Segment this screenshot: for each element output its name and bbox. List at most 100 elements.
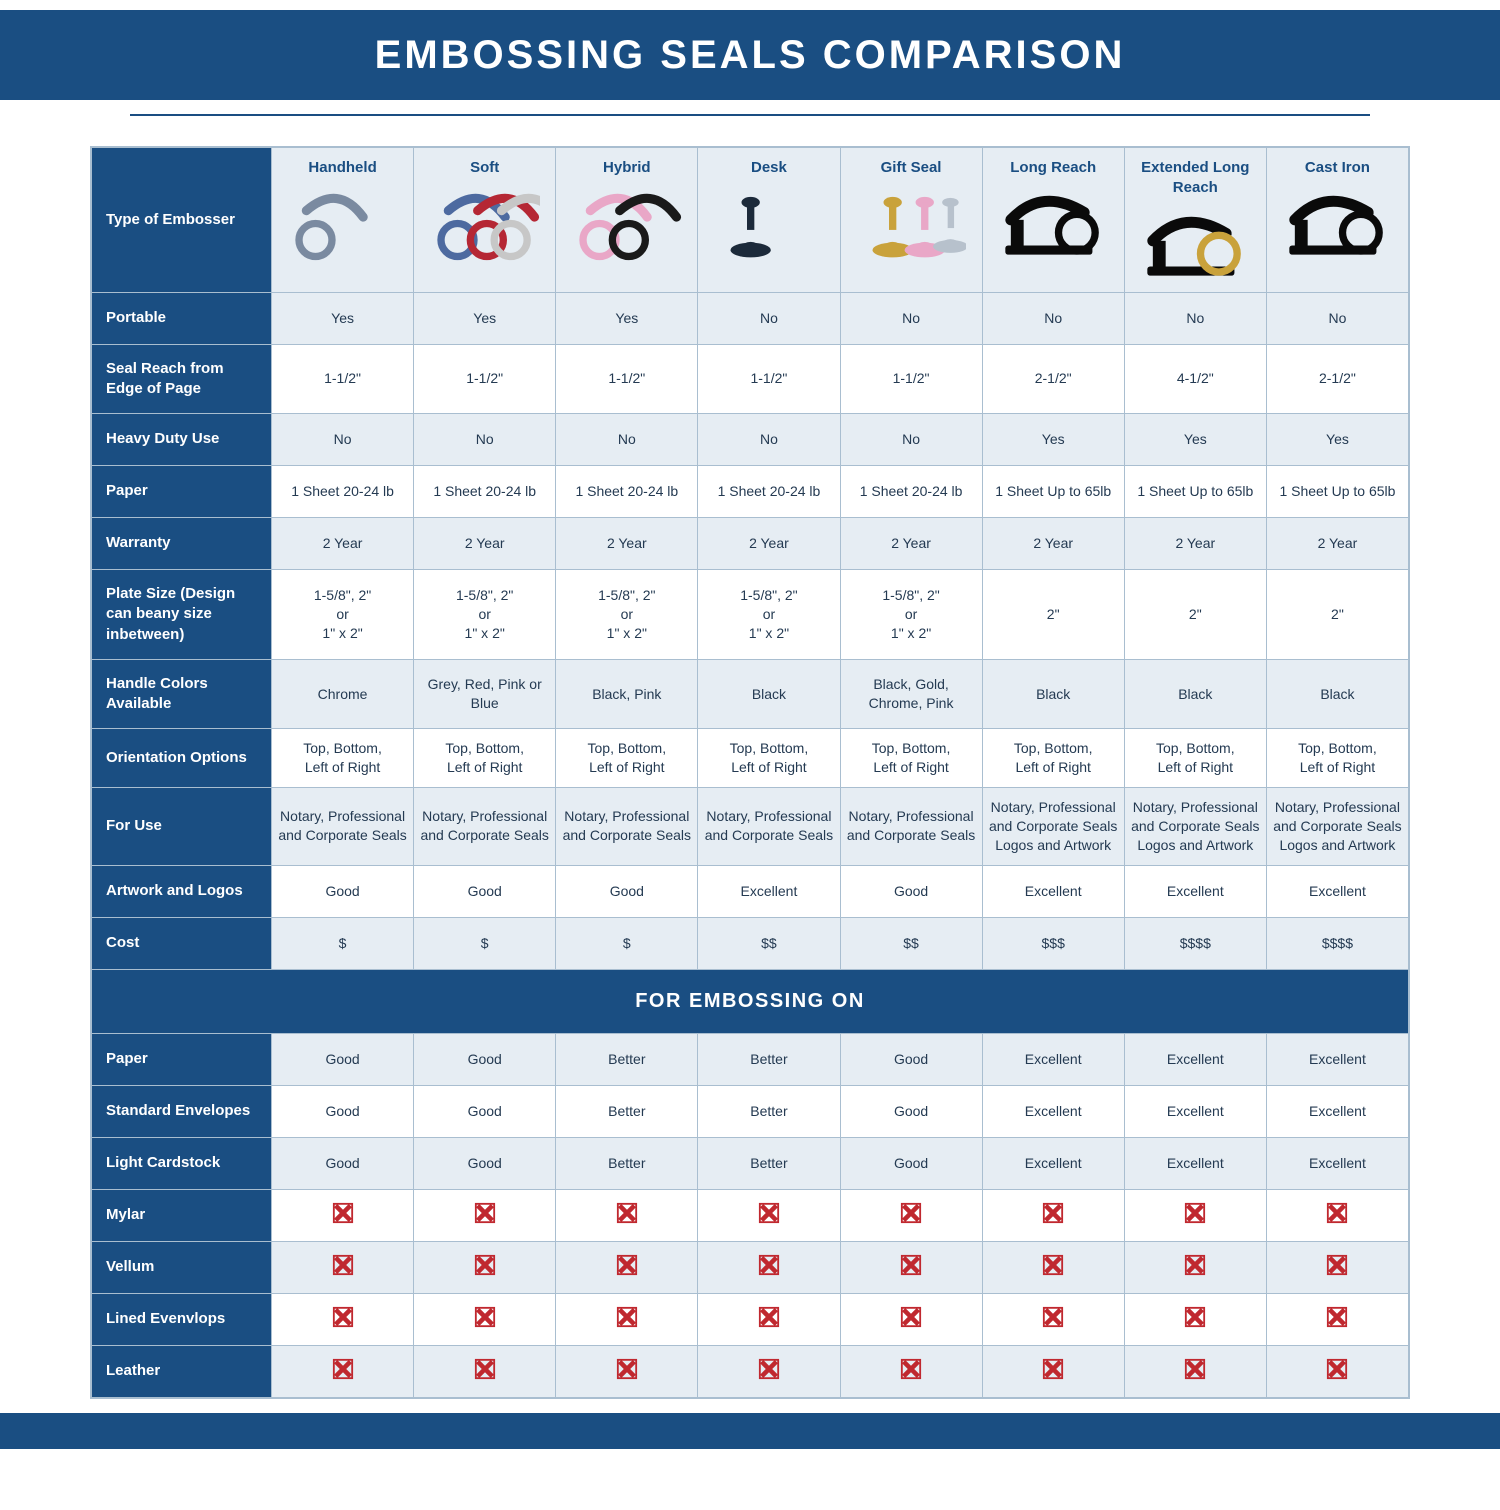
x-icon [1326,1211,1348,1227]
table-cell [840,1241,982,1293]
table-cell [698,1293,840,1345]
row-label: Warranty [92,518,272,570]
table-cell: Good [840,1085,982,1137]
row-label: Vellum [92,1241,272,1293]
table-cell: 1 Sheet Up to 65lb [1124,466,1266,518]
x-icon [474,1211,496,1227]
table-cell: Top, Bottom, Left of Right [272,729,414,788]
table-cell: 2" [1266,570,1408,660]
table-cell: Excellent [982,865,1124,917]
table-cell: Excellent [1266,1085,1408,1137]
x-icon [1042,1367,1064,1383]
x-icon [758,1211,780,1227]
table-cell: Excellent [982,1137,1124,1189]
table-cell: Better [556,1033,698,1085]
header-underline [130,114,1370,116]
embosser-icon [1140,207,1250,282]
row-label: Lined Evenvlops [92,1293,272,1345]
table-cell: 2 Year [982,518,1124,570]
column-title: Cast Iron [1273,158,1402,178]
table-cell: $$$$ [1124,917,1266,969]
table-cell: Notary, Professional and Corporate Seals… [982,788,1124,866]
table-cell: $ [272,917,414,969]
table-cell: 1 Sheet Up to 65lb [982,466,1124,518]
table-cell: No [982,292,1124,344]
table-cell: $ [414,917,556,969]
row-label: Seal Reach from Edge of Page [92,344,272,414]
table-cell [840,1189,982,1241]
table-cell [272,1345,414,1397]
table-cell: Excellent [1124,1033,1266,1085]
table-cell: Yes [272,292,414,344]
table-cell: Good [414,1137,556,1189]
table-cell: Top, Bottom, Left of Right [1124,729,1266,788]
table-cell [272,1293,414,1345]
x-icon [332,1367,354,1383]
table-cell: Better [698,1033,840,1085]
x-icon [332,1211,354,1227]
table-cell: No [840,292,982,344]
table-cell: Excellent [1124,865,1266,917]
table-cell [556,1345,698,1397]
table-row: PaperGoodGoodBetterBetterGoodExcellentEx… [92,1033,1409,1085]
table-cell: 1 Sheet 20-24 lb [272,466,414,518]
table-cell: 1 Sheet 20-24 lb [840,466,982,518]
table-cell [414,1293,556,1345]
row-label: Light Cardstock [92,1137,272,1189]
table-cell [840,1293,982,1345]
table-cell: Excellent [1266,1033,1408,1085]
table-cell [1266,1345,1408,1397]
row-label: For Use [92,788,272,866]
embosser-icon [430,186,540,261]
table-cell: $ [556,917,698,969]
table-cell: 2 Year [414,518,556,570]
table-cell: Notary, Professional and Corporate Seals [272,788,414,866]
column-title: Desk [704,158,833,178]
table-cell: Top, Bottom, Left of Right [1266,729,1408,788]
table-cell: 1-5/8", 2" or 1" x 2" [272,570,414,660]
row-label: Plate Size (Design can beany size inbetw… [92,570,272,660]
table-cell: Excellent [698,865,840,917]
table-row: Standard EnvelopesGoodGoodBetterBetterGo… [92,1085,1409,1137]
table-cell: Good [414,1085,556,1137]
footer-bar [0,1413,1500,1449]
table-cell: $$ [840,917,982,969]
table-cell: Better [556,1137,698,1189]
page-header: EMBOSSING SEALS COMPARISON [0,10,1500,100]
column-header: Hybrid [556,148,698,293]
table-cell: Excellent [982,1085,1124,1137]
column-title: Extended Long Reach [1131,158,1260,199]
table-cell: Yes [1124,414,1266,466]
table-cell: Top, Bottom, Left of Right [698,729,840,788]
table-cell: No [1124,292,1266,344]
table-cell: Yes [1266,414,1408,466]
table-row: Leather [92,1345,1409,1397]
table-cell: Better [698,1085,840,1137]
table-cell [556,1189,698,1241]
column-title: Long Reach [989,158,1118,178]
table-cell: 1-1/2" [556,344,698,414]
x-icon [1184,1263,1206,1279]
x-icon [474,1367,496,1383]
table-cell: 2 Year [1124,518,1266,570]
table-cell: 2 Year [556,518,698,570]
table-cell [982,1241,1124,1293]
x-icon [758,1315,780,1331]
table-row: Lined Evenvlops [92,1293,1409,1345]
comparison-table: Type of EmbosserHandheld Soft Hybrid [91,147,1409,1398]
row-label: Paper [92,1033,272,1085]
table-cell [272,1241,414,1293]
table-cell: No [556,414,698,466]
table-cell: Good [272,1033,414,1085]
x-icon [1042,1315,1064,1331]
table-cell: 1 Sheet 20-24 lb [698,466,840,518]
table-cell: Good [272,1137,414,1189]
table-cell [1266,1241,1408,1293]
column-header: Long Reach [982,148,1124,293]
row-label: Artwork and Logos [92,865,272,917]
column-header: Handheld [272,148,414,293]
column-title: Gift Seal [847,158,976,178]
table-cell: Good [414,1033,556,1085]
column-title: Hybrid [562,158,691,178]
row-label: Handle Colors Available [92,659,272,729]
